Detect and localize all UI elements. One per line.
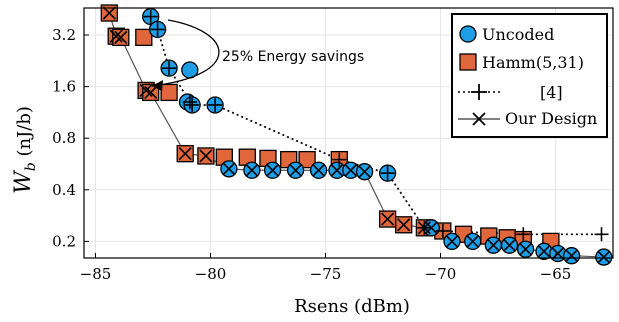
x-tick-label: −65 (540, 265, 572, 283)
ref4-point (162, 61, 177, 76)
our-design-point (330, 163, 344, 177)
ref4-point (332, 152, 347, 167)
y-tick-label: 0.4 (52, 181, 76, 199)
our-design-point (424, 221, 438, 235)
our-design-point (102, 6, 116, 20)
y-axis-label: Wb (nJ/b) (11, 106, 39, 194)
legend-uncoded-label: Uncoded (482, 25, 554, 44)
legend-hamming-label: Hamm(5,31) (482, 53, 584, 72)
y-tick-label: 0.8 (52, 129, 76, 147)
our-design-point (344, 163, 358, 177)
our-design-point (312, 163, 326, 177)
hamming-point (298, 150, 316, 169)
our-design-point (199, 149, 213, 163)
hamming-point (135, 28, 153, 47)
y-tick-label: 1.6 (52, 78, 76, 96)
ref4-point (594, 227, 609, 242)
our-design-point (109, 29, 123, 43)
legend: Uncoded Hamm(5,31) [4] Our Design (451, 13, 608, 138)
our-design-point (144, 85, 158, 99)
our-design-point (139, 83, 153, 97)
our-design-point (466, 234, 480, 248)
y-ticks: 0.2 0.4 0.8 1.6 3.2 (52, 26, 89, 250)
ref4-point (435, 223, 450, 238)
legend-box (451, 13, 608, 138)
our-design-point (222, 162, 236, 176)
ref4-point (185, 97, 200, 112)
our-design-point (519, 242, 533, 256)
our-design-point (486, 238, 500, 252)
annotation-arrow (151, 19, 220, 87)
legend-our-label: Our Design (505, 109, 597, 128)
ref4-point (516, 227, 531, 242)
our-design-point (397, 218, 411, 232)
our-design-point (537, 244, 551, 258)
legend-ref4-label: [4] (540, 83, 563, 102)
annotation-text: 25% Energy savings (222, 49, 364, 65)
ref4-point (150, 22, 165, 37)
legend-our-marker (472, 112, 486, 126)
annotation: 25% Energy savings (151, 19, 364, 91)
ref4-point (143, 9, 158, 24)
our-design-point (266, 163, 280, 177)
y-tick-label: 3.2 (52, 26, 76, 44)
our-design-point (178, 147, 192, 161)
annotation-arrowhead (152, 80, 163, 91)
x-tick-label: −75 (310, 265, 342, 283)
our-design-point (565, 249, 579, 263)
x-tick-label: −70 (425, 265, 457, 283)
hamming-point (160, 83, 178, 102)
our-design-point (597, 250, 611, 264)
our-design-point (245, 163, 259, 177)
legend-hamming-marker (459, 53, 477, 71)
our-design-point (289, 163, 303, 177)
legend-uncoded-marker (459, 25, 477, 43)
ref4-point (380, 166, 395, 181)
our-design-point (358, 165, 372, 179)
our-design-point (381, 212, 395, 226)
ref4-point (182, 95, 197, 110)
x-tick-label: −85 (80, 265, 112, 283)
our-design-point (114, 30, 128, 44)
y-tick-label: 0.2 (52, 232, 76, 250)
plot-frame (83, 7, 614, 259)
legend-ref4-marker (471, 84, 487, 100)
our-design-point (502, 238, 517, 252)
x-ticks: −85 −80 −75 −70 −65 (80, 253, 572, 283)
series-markers (100, 4, 613, 266)
x-tick-label: −80 (195, 265, 227, 283)
ref4-point (208, 97, 223, 112)
our-design-point (445, 234, 459, 248)
x-axis-label: Rsens (dBm) (294, 296, 410, 317)
